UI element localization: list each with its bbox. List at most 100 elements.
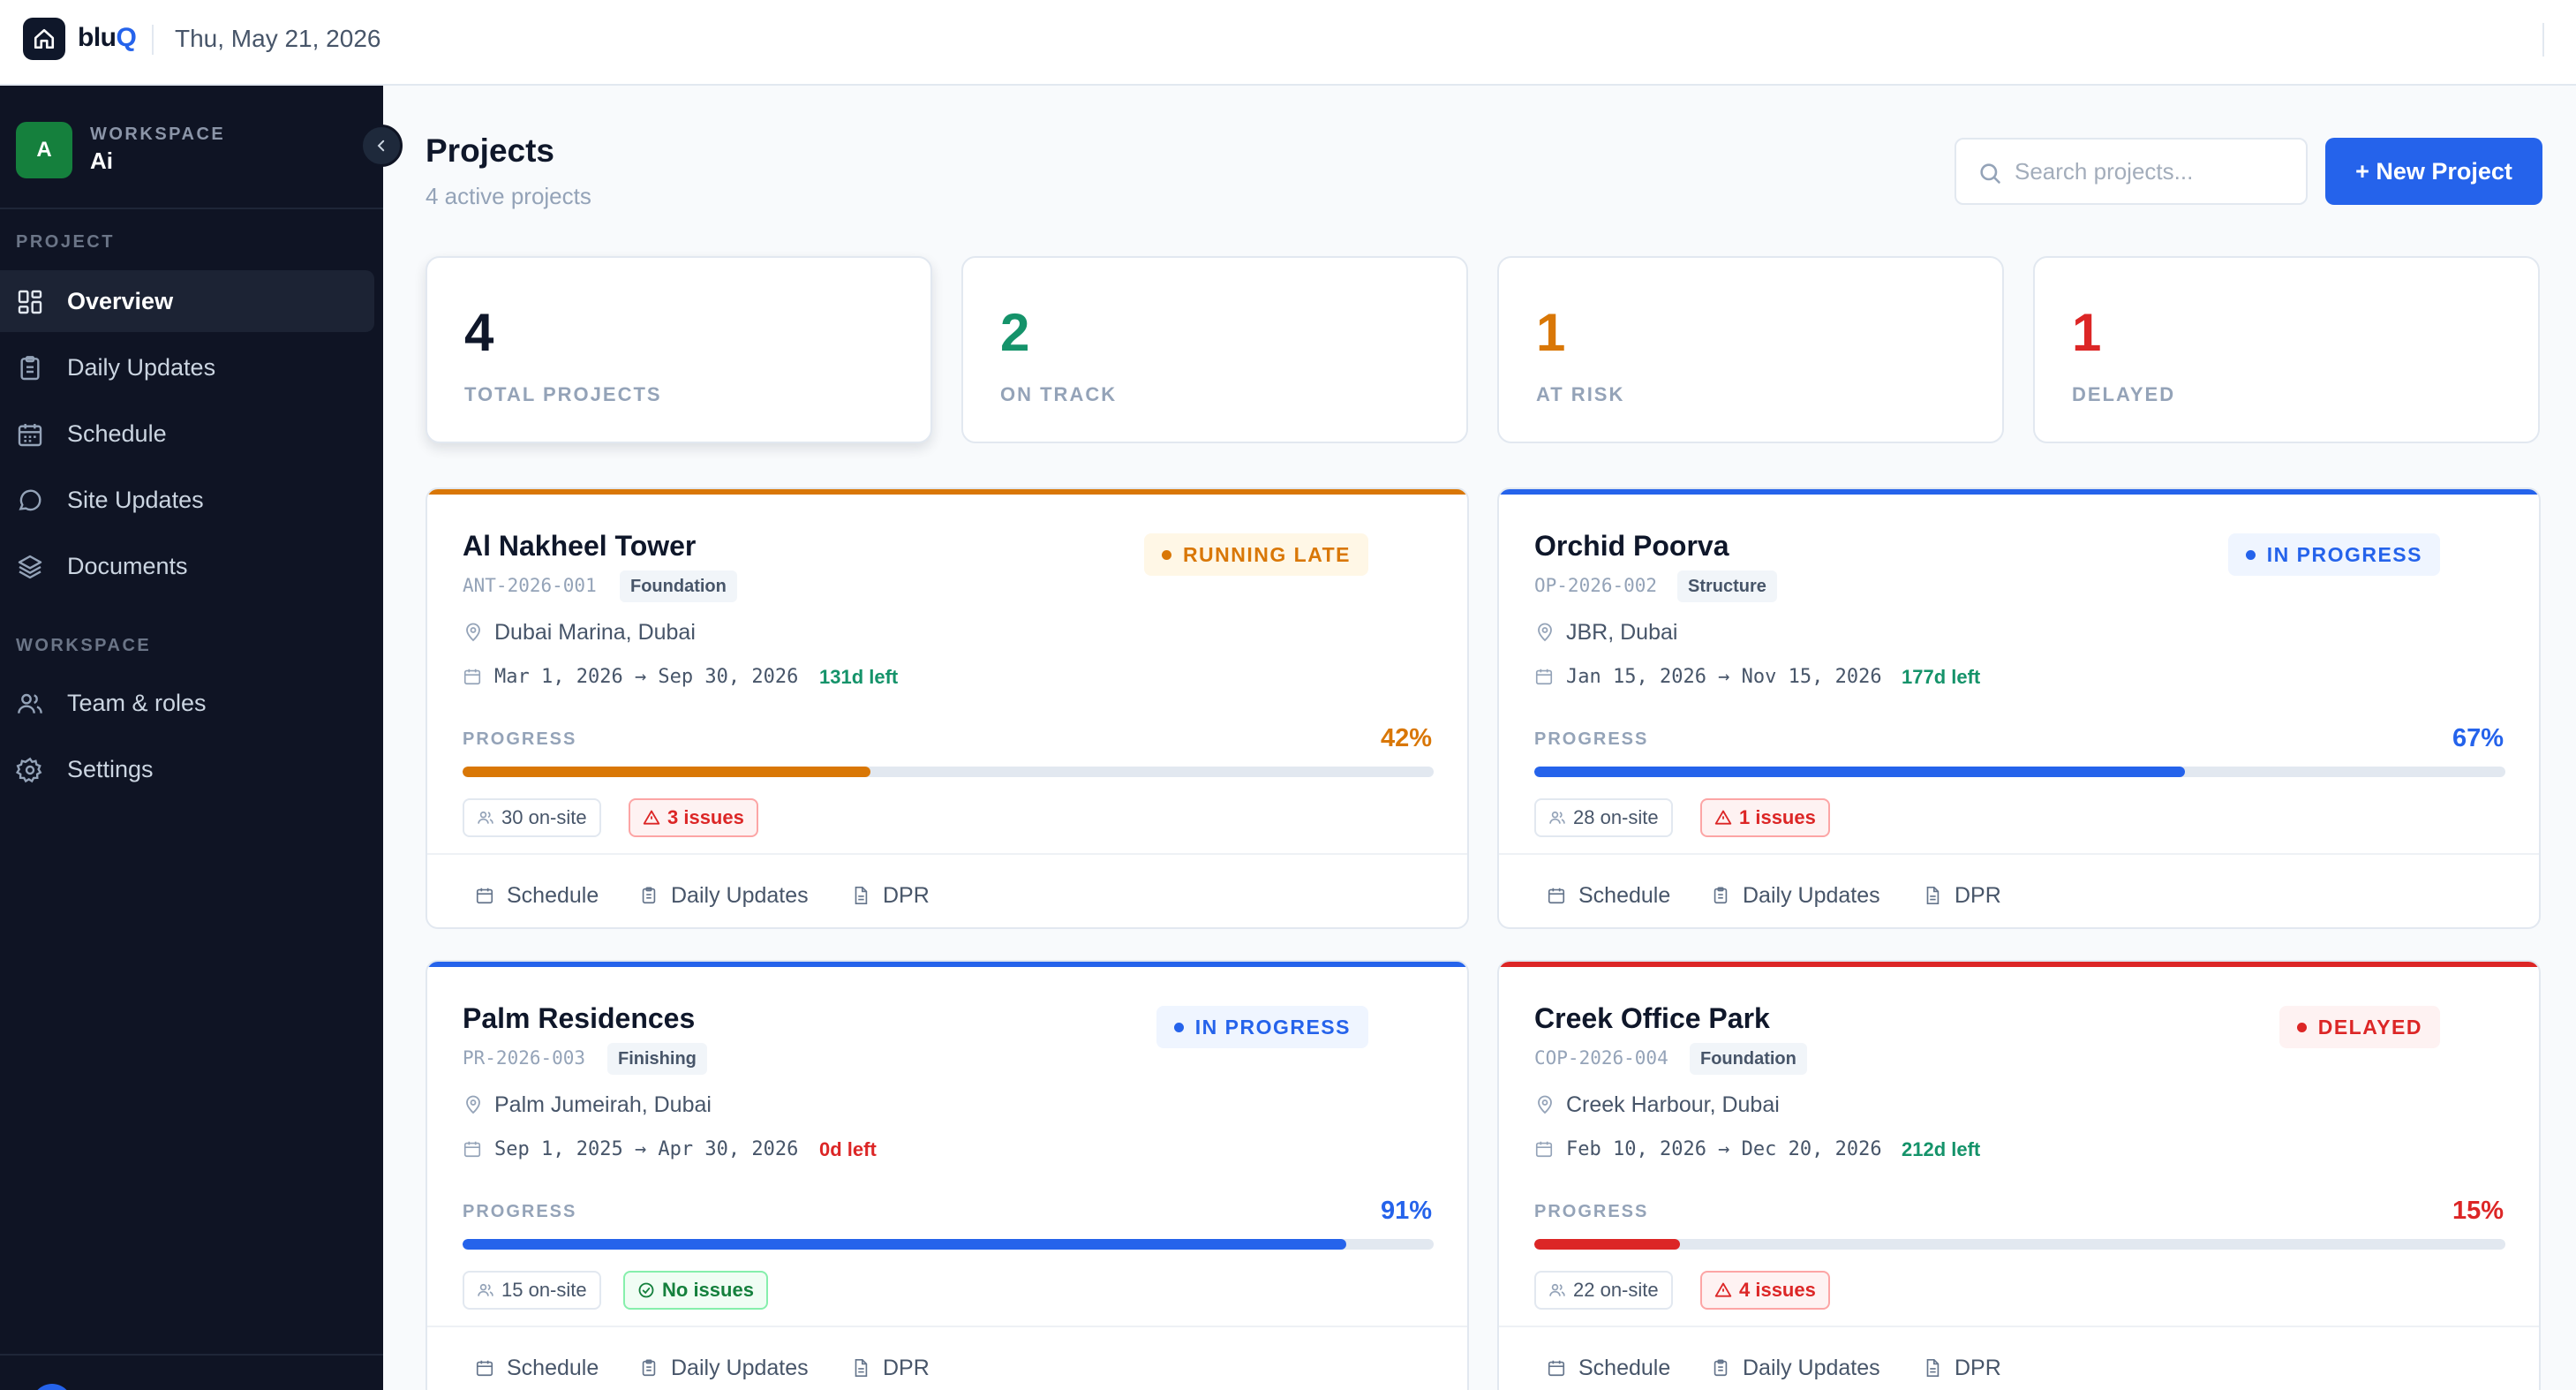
onsite-count: 22 on-site xyxy=(1573,1279,1659,1301)
stat-card-delayed[interactable]: 1 DELAYED xyxy=(2033,256,2540,443)
progress-track xyxy=(463,767,1434,777)
progress-value: 91% xyxy=(1380,1197,1432,1225)
dpr-link[interactable]: DPR xyxy=(1923,1350,2001,1386)
onsite-count: 15 on-site xyxy=(501,1279,587,1301)
onsite-chip: 15 on-site xyxy=(463,1271,601,1310)
issues-chip[interactable]: 3 issues xyxy=(629,798,758,837)
project-card[interactable]: Al Nakheel Tower ANT-2026-001 Foundation… xyxy=(426,487,1469,929)
progress-fill xyxy=(1534,767,2185,777)
status-accent-bar xyxy=(1499,962,2539,967)
project-code: PR-2026-003 xyxy=(463,1047,586,1069)
clipboard-icon xyxy=(1714,887,1728,904)
project-card[interactable]: Creek Office Park COP-2026-004 Foundatio… xyxy=(1497,960,2541,1390)
calendar-icon xyxy=(1548,888,1565,904)
sidebar-item-documents[interactable]: Documents xyxy=(0,535,374,597)
progress-fill xyxy=(1534,1239,1680,1250)
project-title[interactable]: Orchid Poorva xyxy=(1534,530,1729,562)
onsite-chip: 28 on-site xyxy=(1534,798,1673,837)
user-avatar[interactable] xyxy=(32,1384,72,1390)
sidebar: A WORKSPACE Ai PROJECT Overview Daily Up… xyxy=(0,86,403,1390)
daily-updates-link[interactable]: Daily Updates xyxy=(1711,878,1880,913)
collapse-sidebar-button[interactable] xyxy=(360,125,403,167)
project-location: Dubai Marina, Dubai xyxy=(494,620,696,645)
action-label: Daily Updates xyxy=(671,1355,809,1380)
progress-track xyxy=(1534,767,2505,777)
sidebar-item-label: Overview xyxy=(67,288,174,314)
progress-label: PROGRESS xyxy=(463,729,577,749)
issues-chip[interactable]: 1 issues xyxy=(1700,798,1830,837)
progress-value: 15% xyxy=(2452,1197,2504,1225)
project-card[interactable]: Orchid Poorva OP-2026-002 Structure IN P… xyxy=(1497,487,2541,929)
action-label: DPR xyxy=(1955,882,2001,908)
stat-label: AT RISK xyxy=(1536,383,1625,405)
onsite-count: 28 on-site xyxy=(1573,806,1659,828)
project-title[interactable]: Palm Residences xyxy=(463,1002,696,1034)
sidebar-item-label: Daily Updates xyxy=(67,354,216,381)
gear-icon xyxy=(16,757,42,783)
divider xyxy=(0,1354,383,1356)
divider xyxy=(1499,1326,2539,1327)
sidebar-item-label: Team & roles xyxy=(67,690,207,716)
stat-card-at-risk[interactable]: 1 AT RISK xyxy=(1497,256,2004,443)
sidebar-item-team-roles[interactable]: Team & roles xyxy=(0,672,374,734)
section-title-project: PROJECT xyxy=(16,232,115,252)
progress-label: PROGRESS xyxy=(463,1202,577,1221)
stat-card-total[interactable]: 4 TOTAL PROJECTS xyxy=(426,256,932,443)
stat-card-on-track[interactable]: 2 ON TRACK xyxy=(961,256,1468,443)
divider xyxy=(427,1326,1467,1327)
sidebar-item-site-updates[interactable]: Site Updates xyxy=(0,469,374,531)
users-icon xyxy=(478,1283,493,1296)
clipboard-icon xyxy=(642,1359,656,1377)
calendar-icon xyxy=(476,888,493,904)
sidebar-item-overview[interactable]: Overview xyxy=(0,270,374,332)
section-title-workspace: WORKSPACE xyxy=(16,636,152,655)
project-title[interactable]: Creek Office Park xyxy=(1534,1002,1770,1034)
issues-count: 3 issues xyxy=(667,806,744,828)
brand-name[interactable]: bluQ xyxy=(78,23,137,52)
status-badge: IN PROGRESS xyxy=(2227,533,2440,576)
workspace-name[interactable]: Ai xyxy=(90,147,113,174)
daily-updates-link[interactable]: Daily Updates xyxy=(1711,1350,1880,1386)
schedule-link[interactable]: Schedule xyxy=(475,878,599,913)
current-date: Thu, May 21, 2026 xyxy=(175,25,381,52)
daily-updates-link[interactable]: Daily Updates xyxy=(639,1350,809,1386)
new-project-button[interactable]: + New Project xyxy=(2325,138,2542,205)
schedule-link[interactable]: Schedule xyxy=(1547,1350,1670,1386)
action-label: Daily Updates xyxy=(671,882,809,908)
workspace-caption: WORKSPACE xyxy=(90,125,226,144)
progress-label: PROGRESS xyxy=(1534,1202,1649,1221)
progress-fill xyxy=(463,767,870,777)
clipboard-icon xyxy=(642,887,656,904)
schedule-link[interactable]: Schedule xyxy=(1547,878,1670,913)
schedule-link[interactable]: Schedule xyxy=(475,1350,599,1386)
project-title[interactable]: Al Nakheel Tower xyxy=(463,530,697,562)
dpr-link[interactable]: DPR xyxy=(1923,878,2001,913)
days-left: 131d left xyxy=(819,666,899,688)
daily-updates-link[interactable]: Daily Updates xyxy=(639,878,809,913)
workspace-avatar[interactable]: A xyxy=(16,122,72,178)
map-pin-icon xyxy=(1538,1095,1552,1114)
issues-chip[interactable]: No issues xyxy=(623,1271,768,1310)
dpr-link[interactable]: DPR xyxy=(851,1350,930,1386)
search-box[interactable] xyxy=(1955,138,2308,205)
home-logo-icon[interactable] xyxy=(23,18,65,60)
issues-chip[interactable]: 4 issues xyxy=(1700,1271,1830,1310)
sidebar-item-daily-updates[interactable]: Daily Updates xyxy=(0,336,374,398)
stat-value: 4 xyxy=(464,303,494,362)
sidebar-item-schedule[interactable]: Schedule xyxy=(0,403,374,465)
sidebar-item-settings[interactable]: Settings xyxy=(0,738,374,800)
sidebar-item-label: Site Updates xyxy=(67,487,204,513)
divider xyxy=(1499,853,2539,855)
warning-triangle-icon xyxy=(1714,1282,1732,1297)
dpr-link[interactable]: DPR xyxy=(851,878,930,913)
stat-value: 2 xyxy=(1000,303,1030,362)
project-card[interactable]: Palm Residences PR-2026-003 Finishing IN… xyxy=(426,960,1469,1390)
clipboard-icon xyxy=(1714,1359,1728,1377)
sidebar-item-label: Documents xyxy=(67,553,188,579)
progress-value: 42% xyxy=(1380,724,1432,752)
project-location: JBR, Dubai xyxy=(1566,620,1678,645)
users-icon xyxy=(18,693,42,714)
search-input[interactable] xyxy=(2015,152,2297,191)
check-circle-icon xyxy=(638,1282,654,1298)
search-icon xyxy=(1980,163,2000,184)
